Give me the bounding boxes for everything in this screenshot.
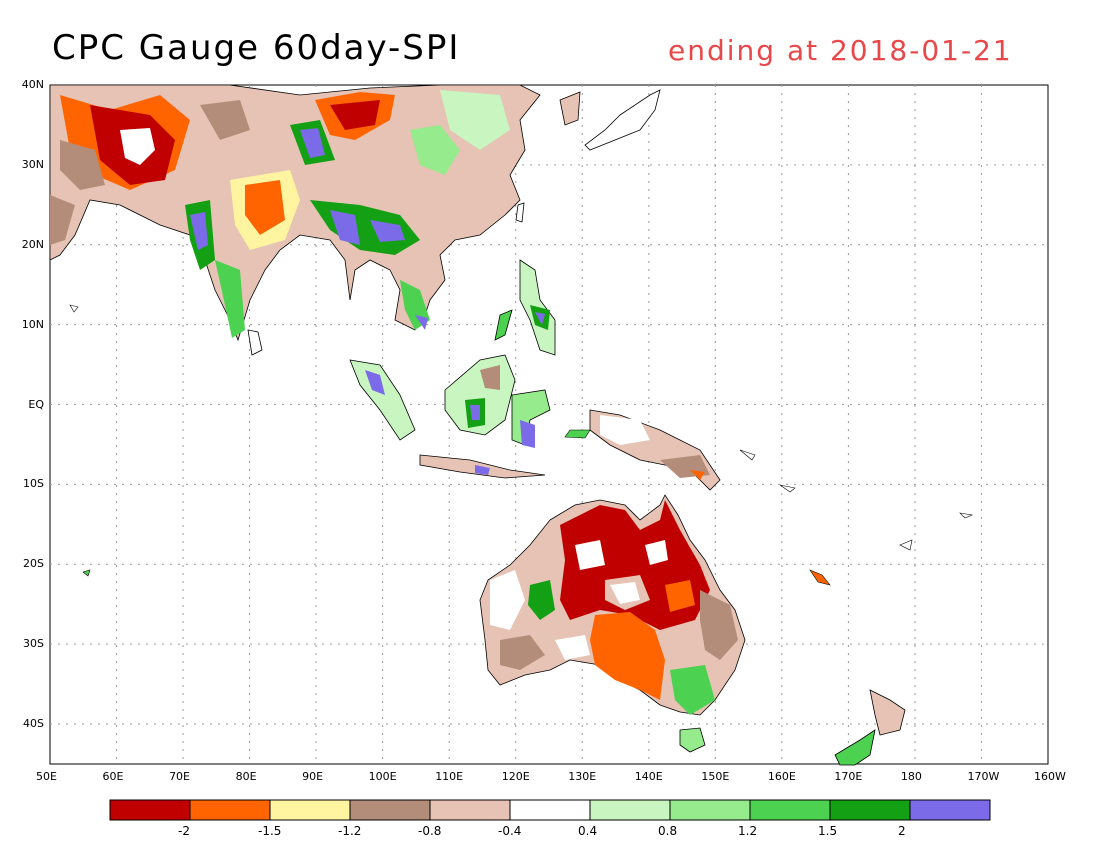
legend-swatch	[829, 799, 911, 821]
legend-tick-label: -1.5	[258, 824, 282, 838]
latitude-label: 30N	[21, 157, 44, 171]
indonesia-region	[349, 354, 551, 479]
legend-tick-label: 1.5	[818, 824, 838, 838]
longitude-label: 100E	[368, 770, 397, 783]
longitude-label: 60E	[102, 770, 124, 783]
longitude-label: 80E	[235, 770, 257, 783]
spi-legend	[109, 799, 991, 821]
latitude-label: 30S	[23, 637, 44, 651]
legend-swatch	[269, 799, 351, 821]
legend-tick-label: 0.4	[578, 824, 598, 838]
asia-region	[49, 84, 541, 342]
latitude-label: EQ	[28, 397, 44, 411]
longitude-label: 120E	[501, 770, 530, 783]
australia-region	[479, 494, 746, 753]
longitude-label: 130E	[568, 770, 597, 783]
map-date-subtitle: ending at 2018-01-21	[668, 34, 1013, 67]
legend-swatch	[589, 799, 671, 821]
philippines-region	[494, 259, 556, 356]
latitude-label: 40N	[21, 78, 44, 91]
latitude-label: 10N	[21, 317, 44, 331]
longitude-label: 170E	[834, 770, 863, 783]
latitude-label: 20S	[23, 557, 44, 571]
legend-tick-label: -1.2	[338, 824, 362, 838]
map-title: CPC Gauge 60day-SPI	[52, 28, 461, 68]
longitude-label: 70E	[169, 770, 191, 783]
small-islands-asia	[247, 202, 525, 356]
pacific-islands	[69, 304, 974, 586]
longitude-label: 160E	[767, 770, 796, 783]
latitude-label: 20N	[21, 237, 44, 251]
legend-swatch	[509, 799, 591, 821]
latitude-label: 40S	[23, 717, 44, 730]
legend-swatch	[189, 799, 271, 821]
japan-region	[559, 89, 661, 151]
new-zealand-region	[834, 689, 906, 766]
legend-tick-label: 2	[898, 824, 906, 838]
legend-swatch	[429, 799, 511, 821]
legend-tick-label: 1.2	[738, 824, 758, 838]
longitude-label: 170W	[967, 770, 1000, 783]
longitude-label: 150E	[701, 770, 730, 783]
longitude-label: 160W	[1034, 770, 1066, 783]
latitude-label: 10S	[23, 477, 44, 491]
new-guinea-region	[564, 409, 721, 491]
legend-swatch	[349, 799, 431, 821]
legend-swatch	[909, 799, 991, 821]
legend-swatch	[109, 799, 191, 821]
longitude-label: 110E	[435, 770, 464, 783]
legend-tick-label: -2	[178, 824, 190, 838]
legend-tick-label: -0.4	[498, 824, 522, 838]
longitude-label: 90E	[302, 770, 324, 783]
legend-tick-label: -0.8	[418, 824, 442, 838]
longitude-label: 50E	[36, 770, 57, 783]
legend-swatch	[669, 799, 751, 821]
legend-swatch	[749, 799, 831, 821]
legend-tick-label: 0.8	[658, 824, 678, 838]
longitude-label: 180	[900, 770, 922, 783]
longitude-label: 140E	[634, 770, 663, 783]
